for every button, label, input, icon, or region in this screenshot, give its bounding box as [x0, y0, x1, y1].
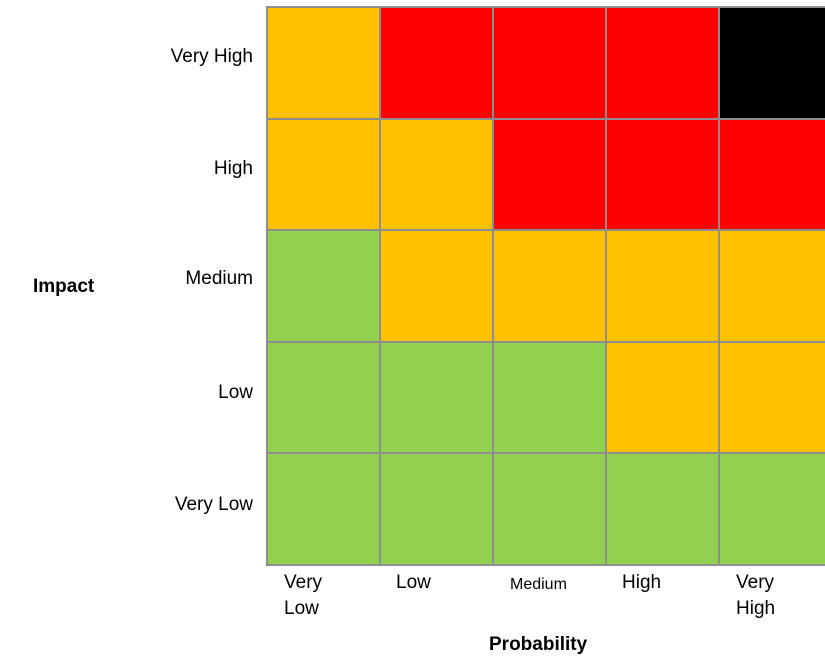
matrix-cell: [381, 119, 492, 230]
matrix-cell: [720, 454, 825, 564]
matrix-cell: [607, 231, 718, 341]
matrix-cell: [607, 119, 718, 230]
matrix-cell: [494, 119, 605, 230]
matrix-cell: [720, 8, 825, 118]
y-axis-title: Impact: [33, 276, 95, 297]
matrix-cell: [494, 231, 605, 341]
y-tick-label: Very Low: [174, 494, 253, 515]
matrix-cell: [607, 8, 718, 118]
matrix-cell: [381, 8, 492, 118]
matrix-cell: [494, 8, 605, 118]
matrix-cell: [268, 8, 379, 118]
matrix-cell: [268, 119, 379, 230]
matrix-cell: [268, 231, 379, 341]
y-tick-label: Low: [218, 382, 253, 403]
matrix-cell: [607, 342, 718, 453]
matrix-cell: [720, 119, 825, 230]
x-tick-label: High: [622, 572, 662, 593]
matrix-cell: [268, 342, 379, 453]
y-tick-label: High: [213, 158, 253, 179]
risk-matrix: [266, 6, 825, 566]
matrix-cell: [494, 342, 605, 453]
matrix-cell: [720, 231, 825, 341]
x-tick-label: Very Low: [284, 572, 323, 619]
matrix-cell: [381, 454, 492, 564]
matrix-cell: [381, 231, 492, 341]
y-tick-label: Very High: [170, 46, 253, 67]
matrix-cell: [381, 342, 492, 453]
matrix-cell: [720, 342, 825, 453]
x-tick-label: Low: [396, 572, 431, 593]
matrix-cell: [494, 454, 605, 564]
matrix-cell: [268, 454, 379, 564]
x-tick-label: Medium: [510, 576, 567, 593]
x-axis-title: Probability: [489, 634, 588, 655]
x-tick-label: Very High: [736, 572, 776, 619]
y-tick-label: Medium: [185, 268, 253, 289]
matrix-cell: [607, 454, 718, 564]
